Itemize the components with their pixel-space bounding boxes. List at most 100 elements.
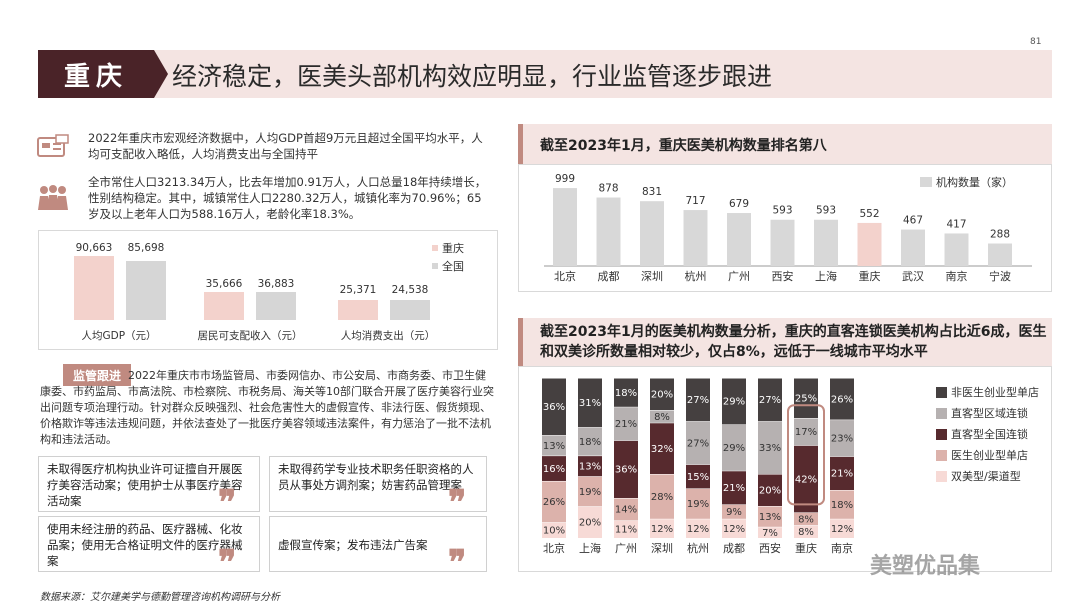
stack-segment	[722, 424, 746, 471]
stack-segment	[758, 421, 782, 474]
stack-value-label: 10%	[543, 526, 565, 537]
stack-legend-swatch	[936, 386, 947, 398]
stack-segment	[830, 518, 854, 538]
econ-bar-chongqing	[74, 256, 114, 320]
rank-category-label: 深圳	[641, 270, 663, 283]
econ-value: 24,538	[391, 284, 429, 296]
case-card: 未取得医疗机构执业许可证擅自开展医疗美容活动案；使用护士从事医疗美容活动案	[38, 456, 260, 512]
stack-legend-label: 医生创业型单店	[951, 449, 1028, 462]
stack-segment	[830, 490, 854, 519]
stack-value-label: 27%	[759, 395, 781, 406]
stack-segment	[686, 421, 710, 465]
stack-segment	[722, 378, 746, 425]
stack-legend-item: 直客型区域连锁	[936, 405, 1039, 421]
stack-segment	[578, 427, 602, 456]
stack-category-label: 深圳	[651, 542, 673, 555]
stack-legend: 非医生创业型单店 直客型区域连锁 直客型全国连锁 医生创业型单店 双美型/渠道型	[936, 384, 1039, 489]
stack-value-label: 13%	[543, 441, 565, 452]
rank-value-label: 288	[990, 229, 1010, 241]
stack-value-label: 14%	[615, 505, 637, 516]
stack-segment	[650, 518, 674, 538]
stack-segment	[722, 518, 746, 538]
rank-value-label: 831	[642, 186, 662, 198]
stack-legend-label: 直客型区域连锁	[951, 407, 1028, 420]
rank-chart: 999 北京 878 成都 831 深圳 717 杭州 679 广州 593 西安 593 上海 552 重庆…	[544, 173, 1032, 283]
econ-legend-national: 全国	[432, 258, 464, 274]
stack-segment	[758, 378, 782, 422]
stack-title-accent	[518, 318, 523, 366]
econ-bar-national	[390, 300, 430, 320]
stack-segment	[794, 445, 818, 513]
rank-value-label: 717	[685, 195, 705, 207]
stack-legend-label: 双美型/渠道型	[951, 470, 1021, 483]
stack-chart-box	[518, 366, 1052, 572]
stack-value-label: 29%	[723, 397, 745, 408]
econ-chart-box	[38, 230, 498, 350]
intro-para-1: 2022年重庆市宏观经济数据中，人均GDP首超9万元且超过全国平均水平，人均可支…	[88, 131, 483, 161]
stack-segment	[722, 504, 746, 519]
rank-category-label: 宁波	[989, 269, 1011, 283]
stack-segment	[542, 522, 566, 538]
stack-value-label: 36%	[543, 402, 565, 413]
stack-segment	[650, 422, 674, 474]
page-title: 经济稳定，医美头部机构效应明显，行业监管逐步跟进	[172, 62, 773, 91]
stack-segment	[758, 526, 782, 538]
stack-value-label: 36%	[615, 465, 637, 476]
stack-category-label: 北京	[543, 541, 565, 555]
rank-value-label: 417	[946, 218, 966, 230]
rank-category-label: 杭州	[685, 269, 707, 283]
stack-chart: 10% 26% 16% 13% 36% 北京 20% 19% 13% 18% 31% 上海 11% 14%…	[542, 377, 854, 555]
stack-segment	[686, 488, 710, 519]
stack-segment	[686, 378, 710, 422]
rank-legend: 机构数量（家）	[920, 174, 1013, 190]
stack-segment	[722, 470, 746, 505]
supervision-tag: 监管跟进	[63, 364, 131, 386]
econ-group-label: 人均GDP（元）	[81, 330, 157, 342]
econ-group-label: 居民可支配收入（元）	[197, 330, 303, 342]
stack-value-label: 21%	[831, 469, 853, 480]
rank-title-band	[518, 124, 1052, 164]
stack-legend-swatch	[936, 449, 947, 461]
stack-segment	[794, 418, 818, 446]
intro-para-2: 全市常住人口3213.34万人，比去年增加0.91万人，人口总量18年持续增长，…	[88, 175, 487, 221]
stack-category-label: 上海	[579, 541, 601, 555]
case-text: 未取得医疗机构执业许可证擅自开展医疗美容活动案；使用护士从事医疗美容活动案	[47, 462, 243, 508]
econ-bar-chongqing	[338, 300, 378, 320]
rank-category-label: 西安	[772, 269, 794, 283]
source-note: 数据来源：艾尔建美学与德勤管理咨询机构调研与分析	[40, 592, 280, 603]
stack-value-label: 26%	[831, 394, 853, 405]
stack-value-label: 28%	[651, 492, 673, 503]
rank-title-accent	[518, 124, 523, 164]
rank-value-label: 552	[859, 208, 879, 220]
stack-value-label: 12%	[831, 524, 853, 535]
stack-value-label: 12%	[687, 524, 709, 535]
stack-value-label: 18%	[615, 388, 637, 399]
case-text: 未取得药学专业技术职务任职资格的人员从事处方调剂案；妨害药品管理案	[278, 462, 474, 492]
rank-bar	[553, 188, 577, 266]
rank-category-label: 上海	[815, 269, 837, 283]
case-card: 虚假宣传案；发布违法广告案	[269, 516, 487, 572]
highlight-outline	[787, 404, 825, 506]
stack-value-label: 9%	[726, 507, 742, 518]
supervision-text: 2022年重庆市市场监管局、市委网信办、市公安局、市商务委、市卫生健康委、市药监…	[40, 369, 494, 446]
stack-value-label: 29%	[723, 443, 745, 454]
econ-value: 85,698	[127, 242, 165, 254]
stack-value-label: 20%	[759, 486, 781, 497]
stack-segment	[830, 456, 854, 490]
rank-bar	[727, 213, 751, 266]
stack-segment	[578, 455, 602, 477]
stack-value-label: 13%	[579, 461, 601, 472]
stack-segment	[686, 518, 710, 538]
econ-bar-national	[256, 292, 296, 320]
wallet-icon	[36, 134, 70, 160]
rank-value-label: 679	[729, 198, 749, 210]
stack-value-label: 27%	[687, 438, 709, 449]
stack-segment	[542, 455, 566, 481]
econ-group-label: 人均消费支出（元）	[340, 330, 436, 342]
stack-value-label: 13%	[759, 512, 781, 523]
stack-segment	[614, 440, 638, 498]
stack-value-label: 31%	[579, 398, 601, 409]
quote-icon: ❞	[448, 543, 467, 583]
stack-segment	[830, 419, 854, 457]
stack-value-label: 27%	[687, 395, 709, 406]
